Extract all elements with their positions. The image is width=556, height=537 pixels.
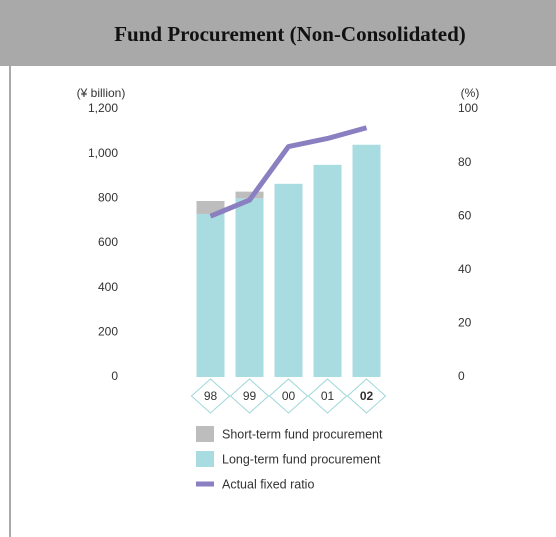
y2-axis-label: (%): [461, 86, 480, 100]
category-diamond: [190, 378, 231, 414]
y-tick-label: 200: [98, 325, 118, 339]
bar: [274, 183, 303, 377]
category-diamond: [307, 378, 348, 414]
bar: [196, 213, 225, 377]
y2-tick-label: 0: [458, 369, 465, 383]
y-axis-label: (¥ billion): [77, 86, 126, 100]
y-tick-label: 0: [111, 369, 118, 383]
legend-swatch: [196, 481, 214, 487]
x-tick-label: 00: [282, 389, 296, 403]
y2-tick-label: 60: [458, 208, 472, 222]
y-tick-label: 800: [98, 191, 118, 205]
legend-swatch: [196, 451, 214, 467]
bar: [235, 191, 264, 199]
category-diamond: [346, 378, 387, 414]
y-tick-label: 600: [98, 235, 118, 249]
y-tick-label: 1,200: [88, 101, 118, 115]
chart-title: Fund Procurement (Non-Consolidated): [114, 22, 466, 46]
y2-tick-label: 100: [458, 101, 478, 115]
x-tick-label: 02: [360, 389, 374, 403]
legend-label: Long-term fund procurement: [222, 452, 381, 466]
y-tick-label: 400: [98, 280, 118, 294]
bar: [235, 198, 264, 377]
x-tick-label: 99: [243, 389, 257, 403]
category-diamond: [268, 378, 309, 414]
x-tick-label: 01: [321, 389, 335, 403]
line: [209, 125, 368, 219]
y2-tick-label: 40: [458, 262, 472, 276]
legend-swatch: [196, 426, 214, 442]
legend-label: Actual fixed ratio: [222, 477, 314, 491]
header-band: [0, 0, 556, 66]
category-diamond: [229, 378, 270, 414]
x-tick-label: 98: [204, 389, 218, 403]
legend-label: Short-term fund procurement: [222, 427, 383, 441]
bar: [352, 144, 381, 377]
bar: [313, 164, 342, 377]
y2-tick-label: 20: [458, 316, 472, 330]
y2-tick-label: 80: [458, 155, 472, 169]
y-tick-label: 1,000: [88, 146, 118, 160]
